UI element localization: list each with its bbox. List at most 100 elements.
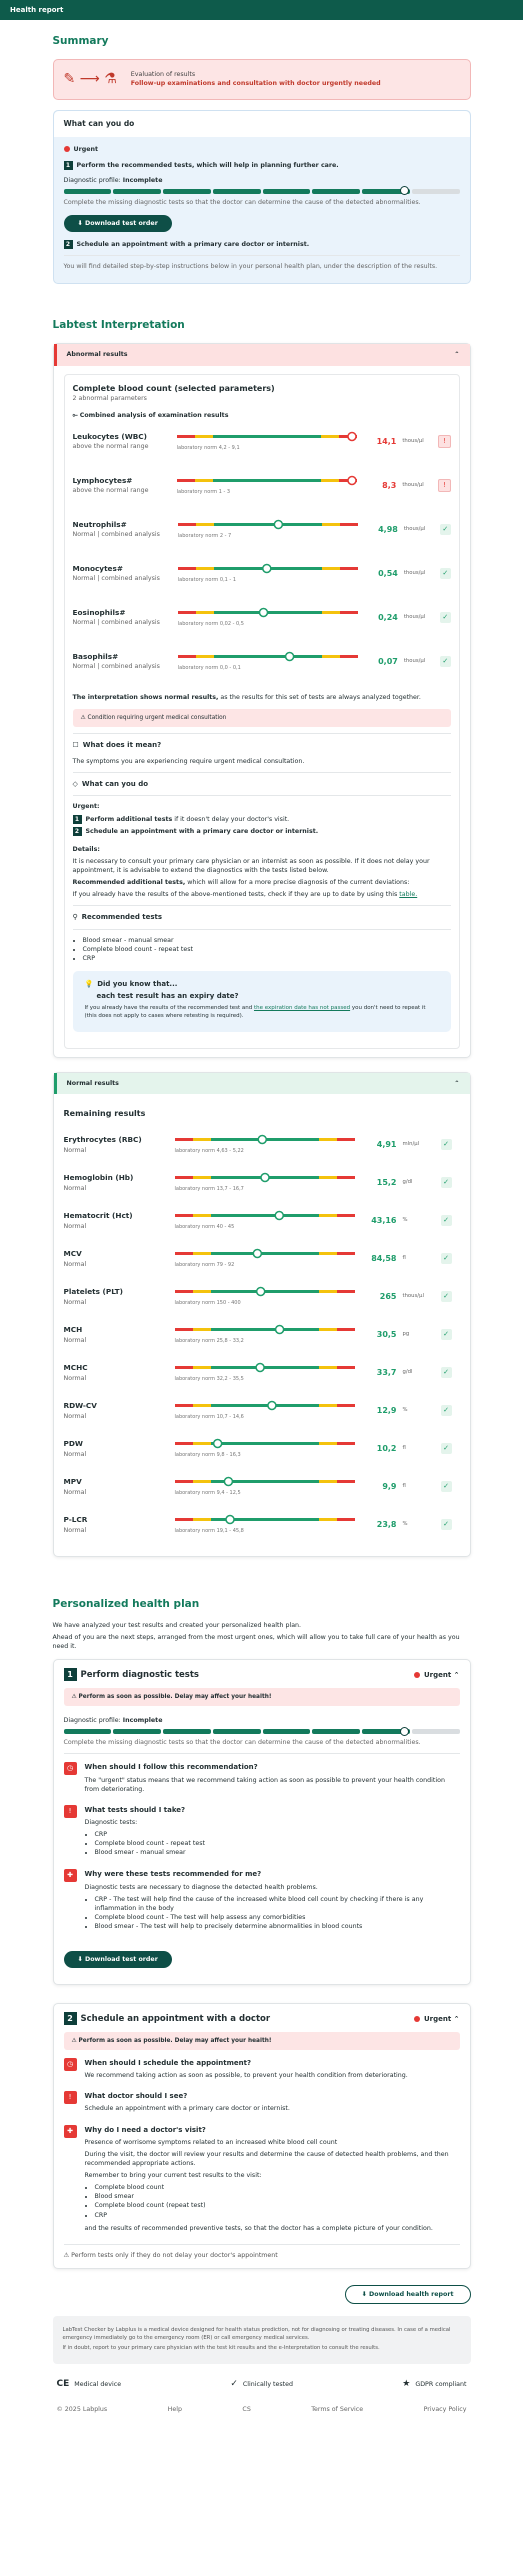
test-status: Normal (63, 1412, 87, 1420)
range-zone (177, 566, 196, 570)
plan-card-body: 1 Perform diagnostic tests Urgent ⌃ ⚠ Perfo… (54, 1660, 470, 1984)
tip-link[interactable]: the expiration date has not passed (253, 1005, 351, 1012)
test-title: Neutrophils# (72, 519, 127, 529)
plan-item-icon: ! (63, 1804, 77, 1818)
range-zone (210, 1366, 319, 1370)
plan-item-body: What doctor should I see? Schedule an app… (85, 2091, 290, 2116)
summary-rest: as the results for this set of tests are… (220, 694, 421, 702)
spacer (64, 1388, 460, 1396)
plan-item-list-item: CRP - The test will help find the cause … (95, 1895, 460, 1913)
footer-link[interactable]: Help (167, 2406, 182, 2414)
download-button[interactable]: ⬇ Download test order (63, 1951, 172, 1969)
warning: ⚠ Perform as soon as possible. Delay may… (63, 2031, 460, 2050)
footer-link: © 2025 Labplus (56, 2406, 108, 2414)
band-title: Abnormal results (66, 351, 128, 359)
urgent-label: Urgent: (72, 803, 100, 811)
test-unit: pg (402, 1330, 410, 1337)
range-zone (318, 1404, 337, 1408)
test-title: RDW-CV (63, 1400, 97, 1410)
check-span: If you already have the results of the a… (72, 891, 398, 899)
test-row: Platelets (PLT) Normal laboratory norm 150… (64, 1282, 460, 1312)
test-bar: laboratory norm 25,8 - 33,2 (174, 1324, 355, 1345)
test-unit: thous/µl (403, 613, 426, 620)
status-icon: ✓ (440, 1367, 452, 1379)
progress-segment (113, 188, 161, 194)
test-value: 4,98 (378, 524, 398, 534)
range-zone (318, 1366, 337, 1370)
range-zone (194, 434, 213, 438)
download-row: ⬇ Download health report (53, 2284, 471, 2305)
plan-item-icon: ! (63, 2091, 77, 2105)
test-bar: laboratory norm 9,8 - 16,3 (174, 1438, 355, 1459)
norm-label: laboratory norm 4,63 - 5,22 (174, 1148, 244, 1155)
badge-text: Clinically tested (242, 2381, 294, 2389)
range-zone (339, 610, 358, 614)
status-icon: ✓ (440, 1139, 452, 1151)
plan-card: 1 Perform diagnostic tests Urgent ⌃ ⚠ Perfo… (52, 1659, 471, 1986)
test-name: Leukocytes (WBC) above the normal range (73, 432, 171, 452)
test-value: 33,7 (376, 1368, 397, 1378)
footer-link[interactable]: Privacy Policy (423, 2406, 467, 2414)
download-button[interactable]: ⬇ Download test order (63, 214, 172, 233)
spacer (64, 1540, 460, 1548)
range-zone (174, 1366, 193, 1370)
toggle[interactable]: ⌃ (454, 1080, 460, 1088)
norm-label: laboratory norm 2 - 7 (177, 532, 232, 539)
divider (63, 255, 460, 257)
test-name: Erythrocytes (RBC) Normal (64, 1135, 169, 1155)
test-status: Normal | combined analysis (72, 663, 160, 671)
spacer (64, 1312, 460, 1320)
value-marker (274, 1210, 284, 1221)
spacer (53, 1612, 471, 1618)
plan-item-title: When should I follow this recommendation… (84, 1763, 258, 1772)
range-bar (174, 1476, 355, 1487)
toggle[interactable]: ⌃ (454, 351, 460, 359)
warning-text: Perform as soon as possible. Delay may a… (78, 2037, 272, 2044)
status-icon: ✓ (440, 1215, 452, 1227)
test-unit: % (402, 1406, 408, 1413)
range-bar (174, 1134, 355, 1145)
plan-card-body: 2 Schedule an appointment with a doctor Ur… (54, 2004, 470, 2268)
footer-link[interactable]: CS (242, 2406, 251, 2414)
range-bar (176, 431, 357, 442)
test-bar: laboratory norm 79 - 92 (174, 1248, 355, 1269)
step-number: 2 (63, 240, 73, 250)
status-icon: ✓ (440, 1177, 452, 1189)
spacer (53, 20, 471, 34)
progress-segment (411, 1729, 460, 1735)
range-zone (192, 1366, 211, 1370)
test-bar: laboratory norm 40 - 45 (174, 1210, 355, 1231)
plan-item-body: Why do I need a doctor's visit? Presence … (85, 2125, 460, 2236)
tip-text: If you already have the results of the r… (85, 1005, 439, 1021)
test-row: Hematocrit (Hct) Normal laboratory norm 40… (64, 1206, 460, 1236)
profile-note: Complete the missing diagnostic tests so… (63, 1739, 421, 1747)
badge: ✓ Clinically tested (230, 2378, 293, 2391)
test-status: Normal (63, 1298, 87, 1306)
report: Health report Summary ✎ ⟶ ⚗ Evaluation of r… (0, 0, 523, 2414)
progress-segment (312, 188, 360, 194)
recommended-intro: Recommended additional tests, which will… (73, 878, 451, 887)
norm-label: laboratory norm 10,7 - 14,6 (174, 1414, 244, 1421)
progress-segment (212, 1729, 261, 1735)
test-status: Normal (63, 1374, 87, 1382)
range-zone (339, 654, 358, 658)
tip-title: 💡 Did you know that... (84, 979, 178, 988)
test-status: Normal (63, 1336, 87, 1344)
range-zone (174, 1252, 193, 1256)
range-zone (318, 1442, 337, 1446)
download-report-button[interactable]: ⬇ Download health report (344, 2284, 471, 2305)
test-status: above the normal range (72, 487, 149, 495)
plan-card-title-text: Schedule an appointment with a doctor (80, 2014, 271, 2025)
check-link[interactable]: table. (399, 891, 418, 899)
test-bar: laboratory norm 4,63 - 5,22 (174, 1134, 355, 1155)
content: Summary ✎ ⟶ ⚗ Evaluation of results Follow-… (52, 20, 471, 2414)
plan-item-body: What tests should I take? Diagnostic test… (85, 1805, 205, 1862)
divider (63, 2243, 460, 2245)
test-name: Monocytes# Normal | combined analysis (73, 564, 172, 584)
footer-link[interactable]: Terms of Service (311, 2406, 364, 2414)
section-heading: Personalized health plan (52, 1597, 200, 1610)
test-title: Hematocrit (Hct) (63, 1210, 133, 1220)
test-row: Lymphocytes# above the normal range labora… (73, 470, 451, 500)
test-value: 265 (379, 1292, 397, 1302)
range-zone (210, 1328, 319, 1332)
